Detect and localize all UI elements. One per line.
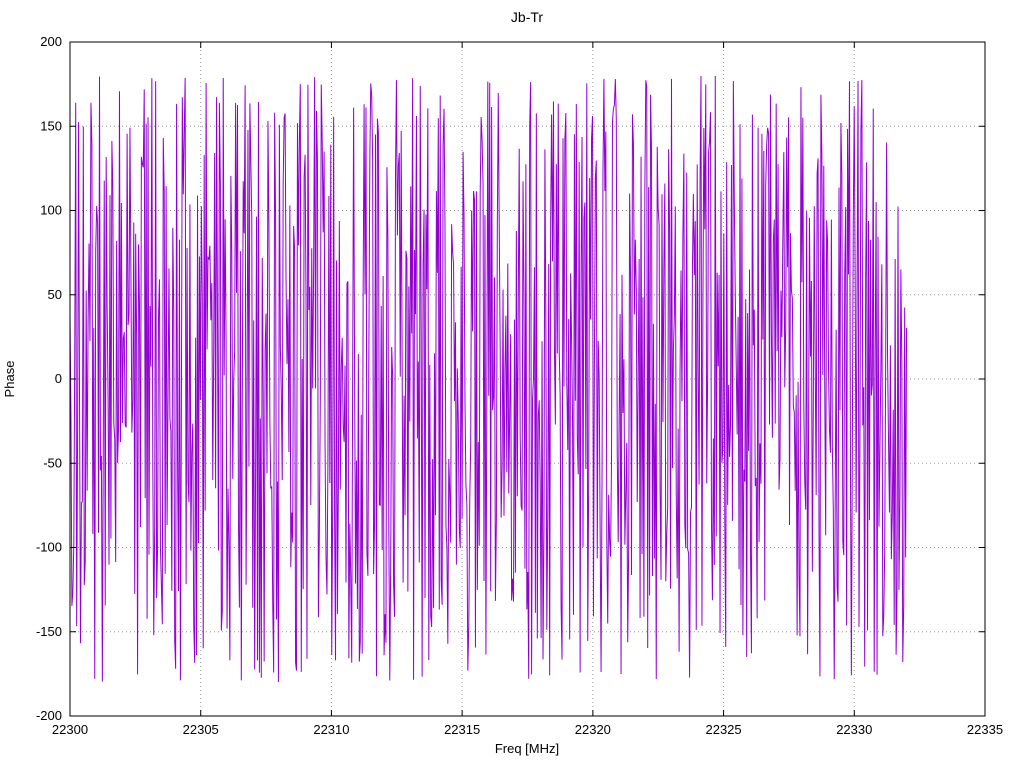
y-tick-label: 50 <box>48 287 62 302</box>
chart-title: Jb-Tr <box>511 9 543 25</box>
x-tick-label: 22315 <box>444 722 480 737</box>
x-tick-label: 22335 <box>967 722 1003 737</box>
y-tick-label: -150 <box>36 624 62 639</box>
y-tick-label: -200 <box>36 708 62 723</box>
tick-labels: 22300 22305 22310 22315 22320 22325 22330 22335… <box>36 34 1003 737</box>
series-line-Jb-Tr <box>69 75 908 683</box>
x-axis-label: Freq [MHz] <box>495 741 559 756</box>
y-axis-label: Phase <box>2 361 17 398</box>
x-tick-label: 22305 <box>183 722 219 737</box>
y-tick-label: 150 <box>40 118 62 133</box>
x-tick-label: 22310 <box>313 722 349 737</box>
x-tick-label: 22300 <box>52 722 88 737</box>
y-tick-label: 0 <box>55 371 62 386</box>
y-tick-label: 200 <box>40 34 62 49</box>
y-tick-label: 100 <box>40 203 62 218</box>
x-tick-label: 22320 <box>575 722 611 737</box>
plot-border <box>69 41 986 717</box>
data-series <box>69 75 908 683</box>
x-tick-label: 22330 <box>836 722 872 737</box>
y-tick-label: -100 <box>36 540 62 555</box>
y-tick-label: -50 <box>43 455 62 470</box>
x-tick-label: 22325 <box>705 722 741 737</box>
